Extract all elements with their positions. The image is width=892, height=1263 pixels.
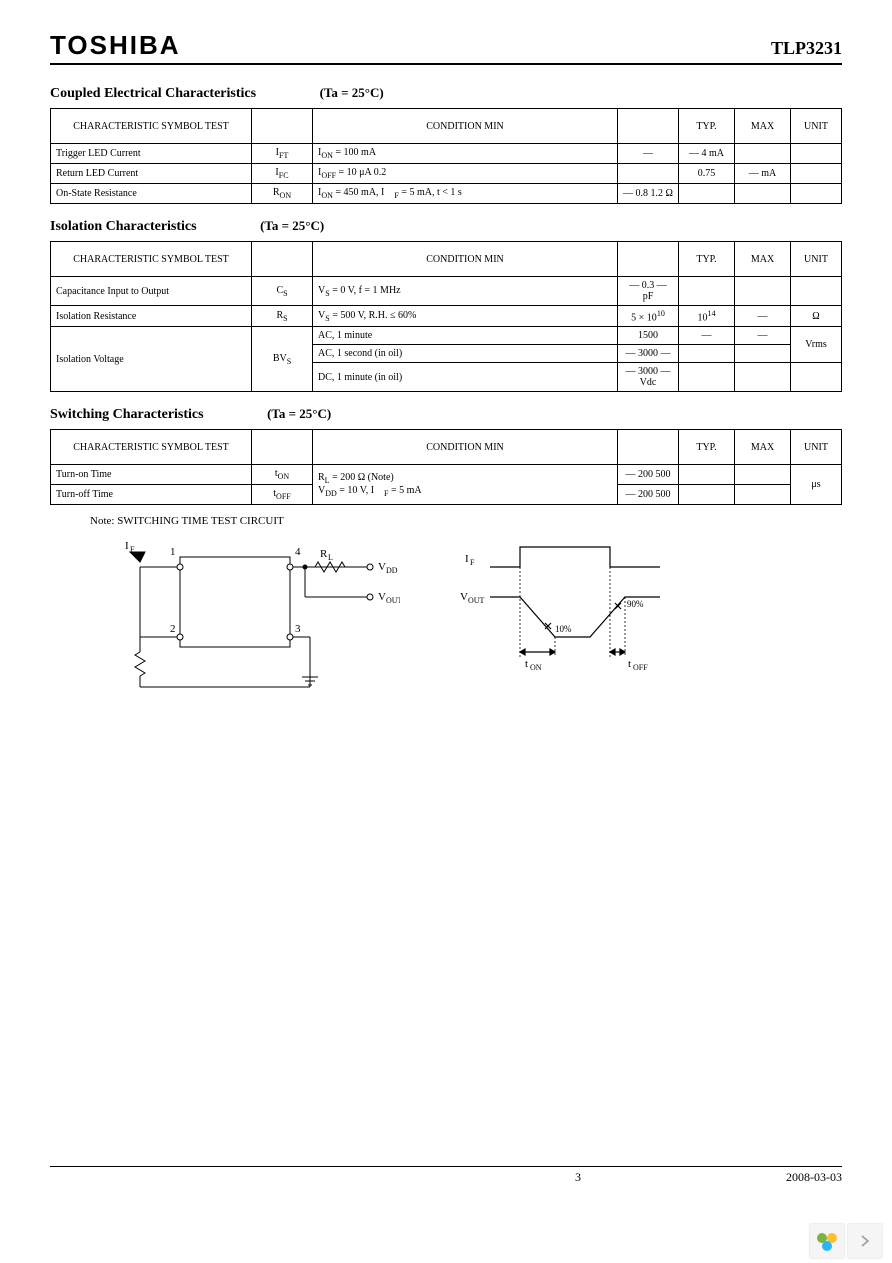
svg-text:OUT: OUT — [386, 596, 400, 605]
table-row: Isolation Voltage BVS AC, 1 minute 1500 … — [51, 327, 842, 345]
logo: TOSHIBA — [50, 30, 181, 61]
svg-text:OFF: OFF — [633, 663, 648, 672]
svg-text:V: V — [460, 591, 468, 603]
svg-text:OUT: OUT — [468, 596, 485, 605]
diagrams: IF 14 23 RL VDD VOUT — [110, 537, 842, 707]
page-number: 3 — [575, 1170, 581, 1185]
part-number: TLP3231 — [771, 38, 842, 59]
table-row: Return LED Current IFC IOFF = 10 μA 0.2 … — [51, 164, 842, 184]
header: TOSHIBA TLP3231 — [50, 30, 842, 65]
svg-text:F: F — [470, 558, 475, 567]
svg-text:L: L — [328, 553, 333, 562]
table-row: Capacitance Input to Output CS VS = 0 V,… — [51, 277, 842, 306]
svg-text:R: R — [320, 548, 328, 560]
svg-text:I: I — [125, 540, 129, 552]
isolation-table: CHARACTERISTIC SYMBOL TEST CONDITION MIN… — [50, 241, 842, 392]
table-row: Isolation Resistance RS VS = 500 V, R.H.… — [51, 306, 842, 327]
nav-logo-icon[interactable] — [810, 1224, 844, 1258]
svg-text:F: F — [130, 545, 135, 554]
svg-text:10%: 10% — [555, 624, 572, 634]
svg-text:V: V — [378, 591, 386, 603]
svg-text:ON: ON — [530, 663, 542, 672]
svg-text:3: 3 — [295, 623, 301, 635]
switching-table: CHARACTERISTIC SYMBOL TEST CONDITION MIN… — [50, 429, 842, 505]
svg-text:4: 4 — [295, 546, 301, 558]
table-row: Trigger LED Current IFT ION = 100 mA ― ―… — [51, 144, 842, 164]
footer: 3 2008-03-03 — [50, 1166, 842, 1185]
circuit-diagram: IF 14 23 RL VDD VOUT — [110, 537, 400, 707]
section2-title: Isolation Characteristics (Ta = 25°C) — [50, 218, 842, 235]
note: Note: SWITCHING TIME TEST CIRCUIT — [90, 515, 842, 527]
svg-text:V: V — [378, 561, 386, 573]
svg-text:90%: 90% — [627, 599, 644, 609]
section3-title: Switching Characteristics (Ta = 25°C) — [50, 406, 842, 423]
date: 2008-03-03 — [786, 1170, 842, 1185]
coupled-table: CHARACTERISTIC SYMBOL TEST CONDITION MIN… — [50, 108, 842, 204]
svg-text:1: 1 — [170, 546, 176, 558]
svg-text:t: t — [628, 658, 631, 670]
svg-text:DD: DD — [386, 566, 398, 575]
timing-diagram: IF VOUT 10% 90% tON tOFF — [460, 537, 680, 687]
svg-text:2: 2 — [170, 623, 176, 635]
table-row: Turn-on Time tON RL = 200 Ω (Note)VDD = … — [51, 465, 842, 485]
svg-text:I: I — [465, 553, 469, 565]
section1-title: Coupled Electrical Characteristics (Ta =… — [50, 85, 842, 102]
nav-next-icon[interactable] — [848, 1224, 882, 1258]
svg-text:t: t — [525, 658, 528, 670]
table-row: On-State Resistance RON ION = 450 mA, I … — [51, 184, 842, 204]
